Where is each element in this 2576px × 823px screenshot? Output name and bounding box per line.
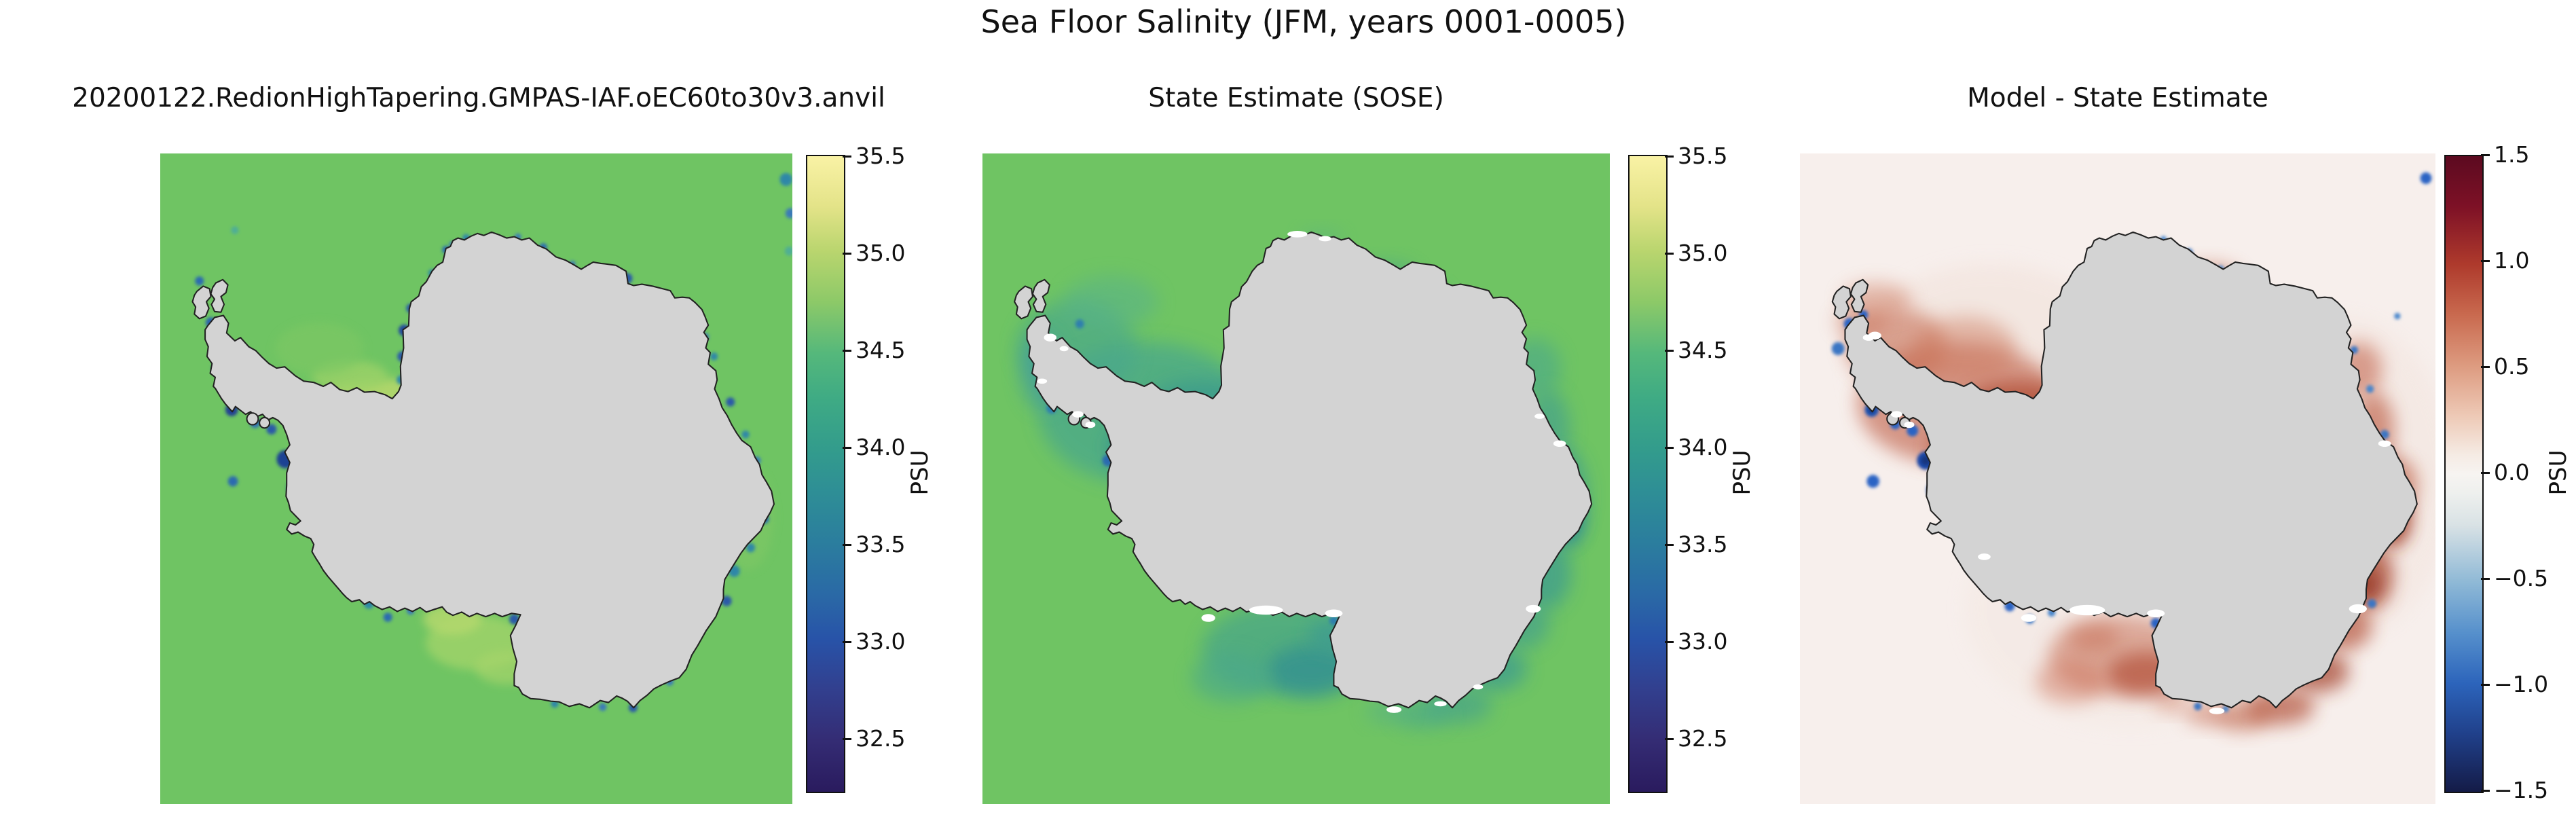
sose-nodata-gaps	[1037, 231, 1566, 713]
tick-label: 35.0	[855, 240, 906, 266]
panel-title-difference: Model - State Estimate	[1967, 83, 2268, 113]
figure-title: Sea Floor Salinity (JFM, years 0001-0005…	[980, 3, 1627, 40]
tick-label: 34.0	[855, 434, 906, 460]
tick-label: 1.0	[2494, 247, 2530, 274]
diff-nodata-gaps	[1862, 331, 2391, 714]
colorbar-sose-unit: PSU	[1729, 450, 1756, 496]
tick-label: −1.5	[2494, 777, 2549, 803]
tick-label: 35.5	[855, 143, 906, 169]
tick-label: 33.5	[855, 531, 906, 557]
tick-label: 32.5	[855, 725, 906, 752]
colorbar-model-unit: PSU	[906, 450, 934, 496]
colorbar-difference-unit: PSU	[2545, 450, 2572, 496]
tick-label: 32.5	[1678, 725, 1728, 752]
tick-label: 0.0	[2494, 459, 2530, 486]
colorbar-sose	[1628, 155, 1668, 793]
map-difference	[1800, 153, 2435, 804]
tick-label: 1.5	[2494, 141, 2530, 168]
tick-label: −0.5	[2494, 565, 2549, 591]
tick-label: 0.5	[2494, 353, 2530, 380]
panel-title-sose: State Estimate (SOSE)	[1148, 83, 1444, 113]
tick-label: 34.5	[855, 337, 906, 363]
tick-label: 33.0	[1678, 628, 1728, 655]
colorbar-model	[806, 155, 845, 793]
tick-label: 34.0	[1678, 434, 1728, 460]
tick-label: 35.0	[1678, 240, 1728, 266]
tick-label: 34.5	[1678, 337, 1728, 363]
tick-label: 35.5	[1678, 143, 1728, 169]
tick-label: 33.5	[1678, 531, 1728, 557]
map-model-salinity	[160, 153, 792, 804]
tick-label: −1.0	[2494, 671, 2549, 697]
map-sose-salinity	[982, 153, 1610, 804]
tick-label: 33.0	[855, 628, 906, 655]
panel-title-model: 20200122.RedionHighTapering.GMPAS-IAF.oE…	[72, 83, 885, 113]
colorbar-difference	[2444, 155, 2484, 793]
